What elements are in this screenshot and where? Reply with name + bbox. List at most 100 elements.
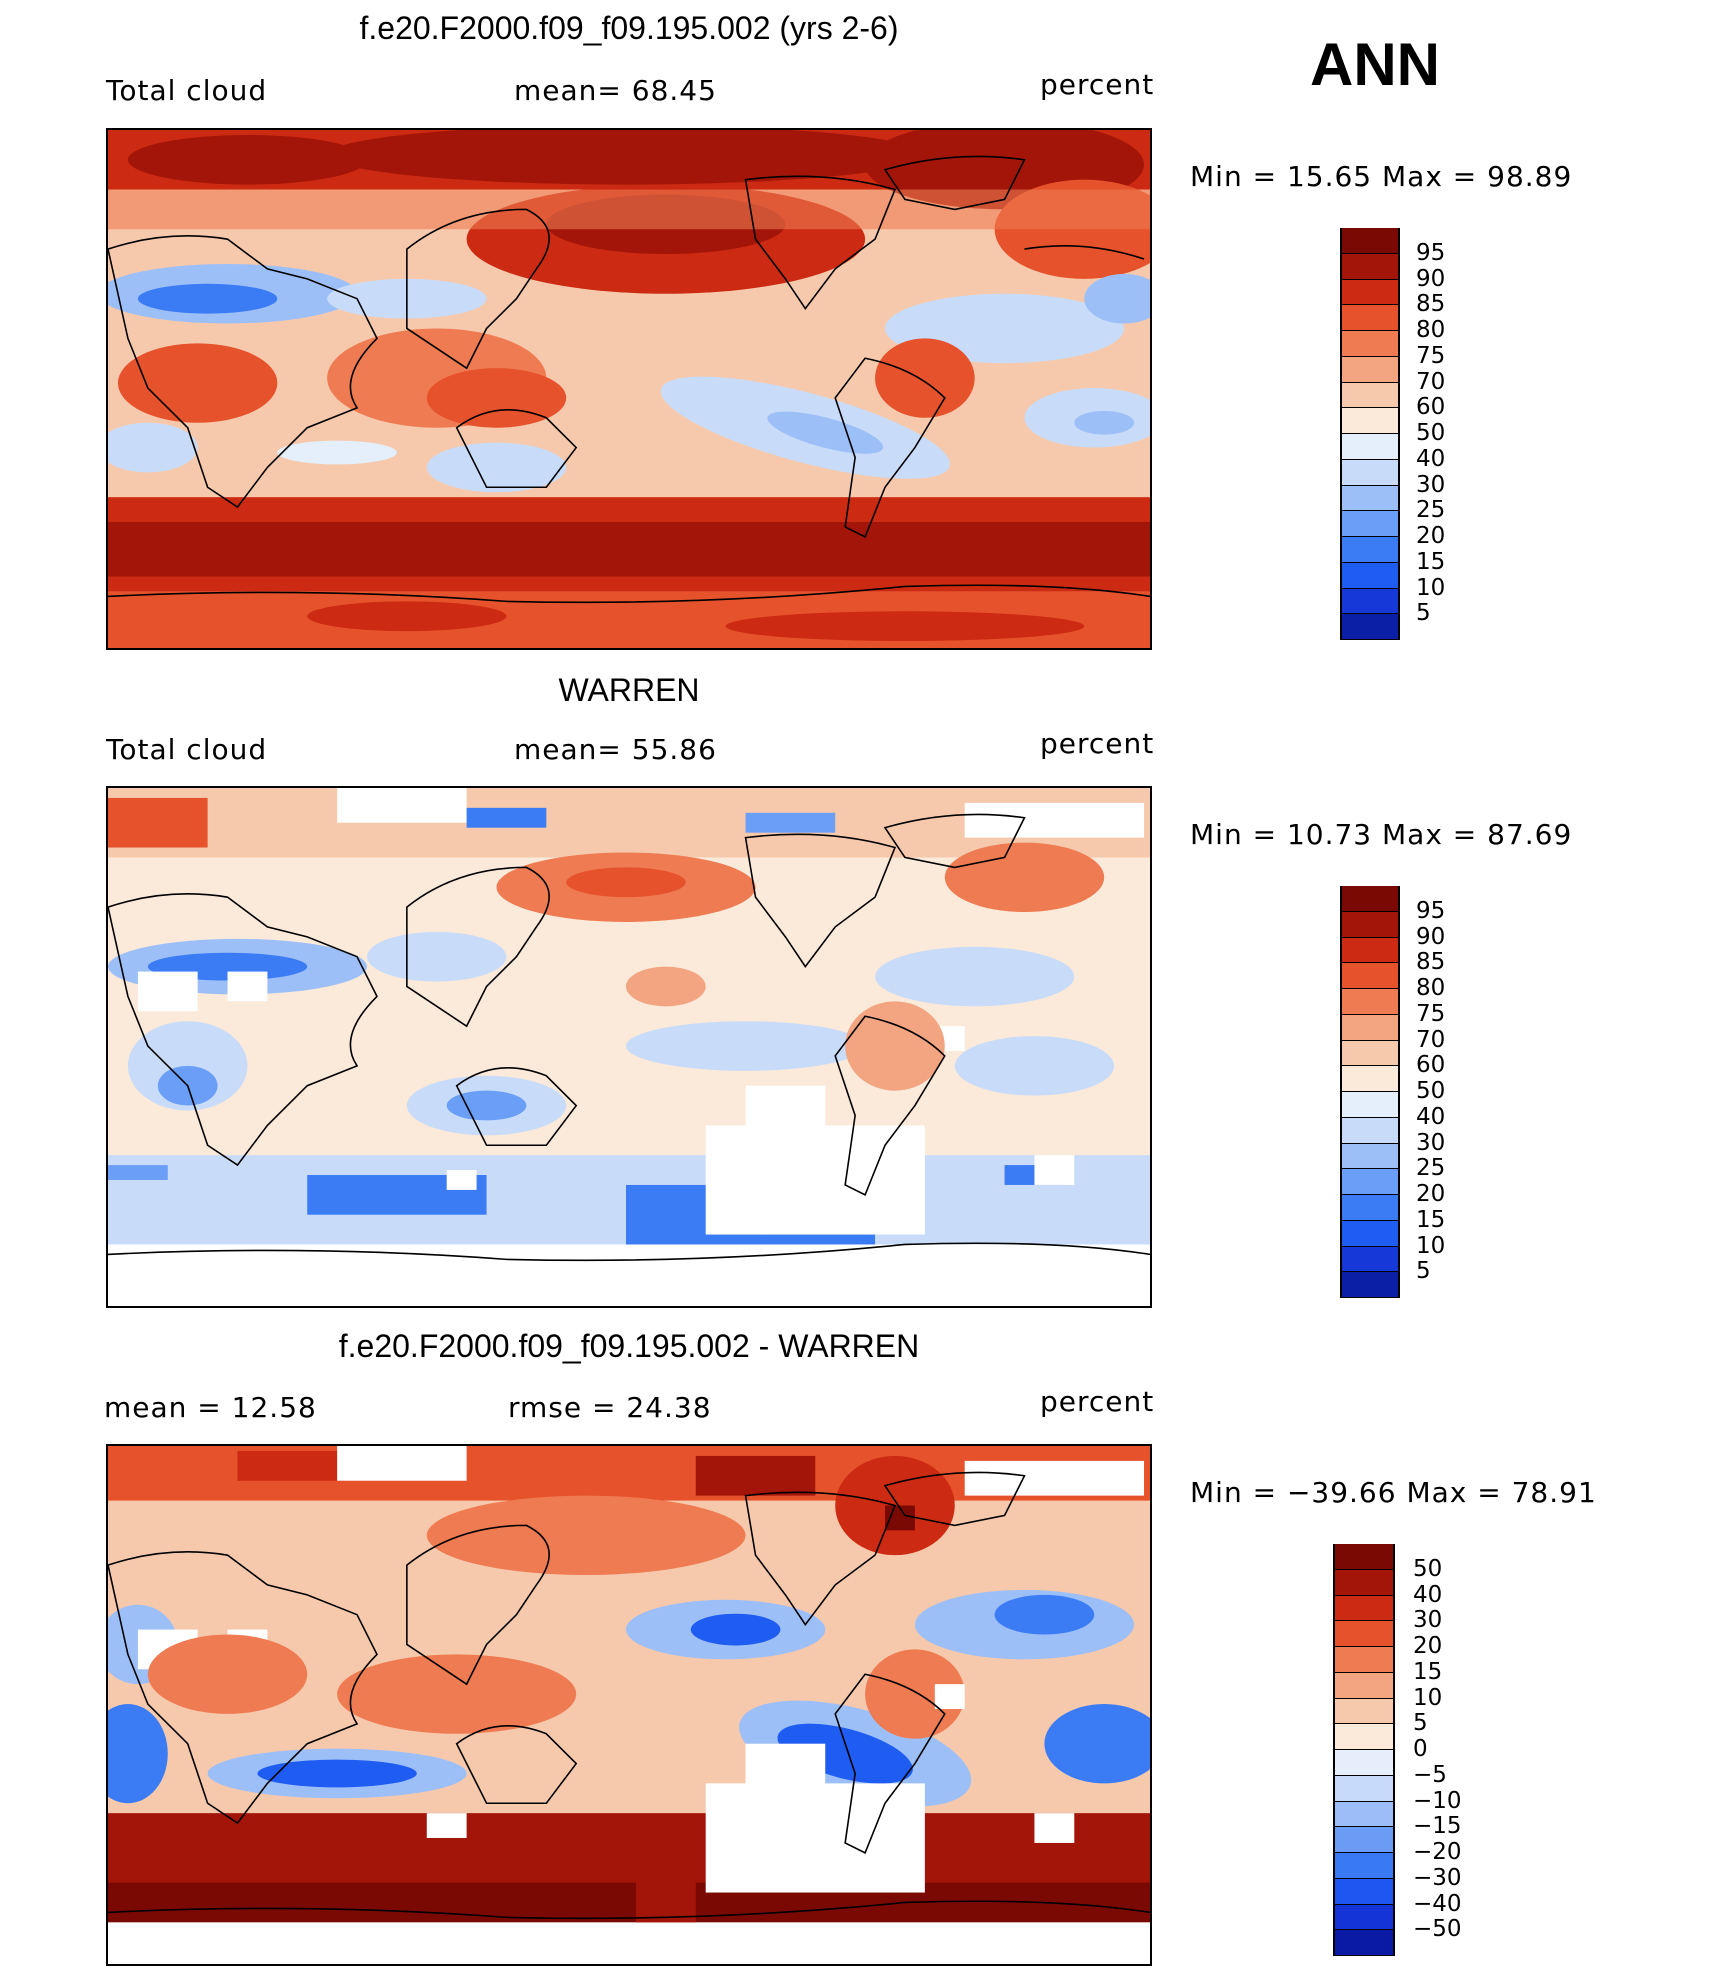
colorbar-box: [1342, 305, 1398, 331]
colorbar-box: [1335, 1878, 1393, 1905]
colorbar-level-label: 5: [1416, 1258, 1431, 1285]
colorbar-box: [1342, 356, 1398, 383]
panel1-units-label: percent: [1040, 68, 1155, 101]
panel3-mean-label: mean = 12.58: [104, 1391, 317, 1424]
colorbar-box: [1335, 1827, 1393, 1853]
colorbar-box: [1342, 331, 1398, 357]
panel1-map: [106, 128, 1152, 650]
colorbar-level-label: 75: [1416, 342, 1446, 369]
colorbar-box: [1342, 1092, 1398, 1118]
colorbar-box: [1335, 1595, 1393, 1622]
panel2-minmax: Min = 10.73 Max = 87.69: [1190, 818, 1573, 851]
colorbar-level-label: 70: [1416, 368, 1446, 395]
colorbar-box: [1342, 253, 1398, 280]
panel2-title: WARREN: [558, 672, 700, 708]
colorbar-box: [1342, 459, 1398, 486]
colorbar-box: [1342, 989, 1398, 1015]
colorbar-level-label: 15: [1413, 1658, 1443, 1685]
colorbar-box: [1342, 963, 1398, 989]
colorbar-box: [1342, 1117, 1398, 1144]
colorbar-level-label: 80: [1416, 317, 1446, 343]
panel3-units-label: percent: [1040, 1385, 1155, 1418]
colorbar-box: [1335, 1775, 1393, 1802]
panel2-mean-label: mean= 55.86: [514, 733, 717, 766]
colorbar-box: [1342, 1014, 1398, 1041]
colorbar-box: [1335, 1904, 1393, 1931]
colorbar-box: [1335, 1724, 1393, 1750]
colorbar-level-label: 90: [1416, 265, 1446, 292]
colorbar-level-label: −5: [1413, 1761, 1447, 1788]
colorbar-level-label: 20: [1413, 1633, 1443, 1659]
colorbar-level-label: 25: [1416, 1155, 1446, 1182]
colorbar-level-label: 95: [1416, 239, 1446, 266]
season-label: ANN: [1310, 31, 1440, 98]
colorbar-box: [1335, 1647, 1393, 1673]
panel3-rmse-label: rmse = 24.38: [508, 1391, 712, 1424]
colorbar-level-label: 20: [1416, 523, 1446, 549]
colorbar-level-label: 10: [1413, 1684, 1443, 1711]
colorbar-level-label: 15: [1416, 1206, 1446, 1233]
colorbar-level-label: 50: [1416, 1078, 1446, 1104]
panel3-minmax: Min = −39.66 Max = 78.91: [1190, 1476, 1597, 1509]
colorbar-box: [1342, 588, 1398, 615]
colorbar-box: [1342, 1066, 1398, 1092]
colorbar-box: [1335, 1544, 1393, 1570]
colorbar-level-label: 30: [1413, 1607, 1443, 1634]
colorbar-level-label: 40: [1416, 1103, 1446, 1130]
panel1-mean-label: mean= 68.45: [514, 74, 717, 107]
colorbar-box: [1342, 911, 1398, 938]
colorbar-level-label: 70: [1416, 1026, 1446, 1053]
colorbar-level-label: 95: [1416, 897, 1446, 924]
colorbar-box: [1335, 1750, 1393, 1776]
colorbar-level-label: 60: [1416, 1052, 1446, 1079]
colorbar-level-label: −30: [1413, 1864, 1462, 1891]
colorbar-box: [1342, 1169, 1398, 1195]
colorbar-box: [1342, 1195, 1398, 1221]
colorbar-box: [1335, 1569, 1393, 1596]
colorbar-level-label: 20: [1416, 1181, 1446, 1207]
colorbar-box: [1342, 1272, 1398, 1298]
colorbar-level-label: 50: [1416, 420, 1446, 446]
colorbar-box: [1335, 1672, 1393, 1699]
colorbar-level-label: 40: [1413, 1581, 1443, 1608]
colorbar-level-label: 80: [1416, 975, 1446, 1001]
colorbar-level-label: 25: [1416, 497, 1446, 524]
colorbar-box: [1335, 1930, 1393, 1956]
panel3-title: f.e20.F2000.f09_f09.195.002 - WARREN: [338, 1328, 920, 1364]
panel3-map: [106, 1444, 1152, 1966]
panel2-units-label: percent: [1040, 727, 1155, 760]
colorbar-level-label: 5: [1416, 600, 1431, 627]
colorbar-level-label: 40: [1416, 445, 1446, 472]
panel2-variable-label: Total cloud: [106, 733, 268, 766]
colorbar-level-label: 75: [1416, 1000, 1446, 1027]
panel1-minmax: Min = 15.65 Max = 98.89: [1190, 160, 1573, 193]
colorbar-level-label: 10: [1416, 574, 1446, 601]
colorbar-level-label: −15: [1413, 1813, 1462, 1840]
panel2-map: [106, 786, 1152, 1308]
colorbar-box: [1342, 228, 1398, 254]
colorbar-level-label: 50: [1413, 1555, 1443, 1582]
colorbar-box: [1335, 1801, 1393, 1828]
panel1-variable-label: Total cloud: [106, 74, 268, 107]
colorbar-level-label: −40: [1413, 1890, 1462, 1917]
colorbar-level-label: 10: [1416, 1232, 1446, 1259]
colorbar-box: [1342, 382, 1398, 409]
colorbar-box: [1342, 1220, 1398, 1247]
colorbar-box: [1342, 485, 1398, 512]
colorbar-box: [1342, 1143, 1398, 1170]
colorbar-box: [1342, 408, 1398, 434]
colorbar-level-label: 0: [1413, 1736, 1428, 1762]
colorbar-level-label: 5: [1413, 1710, 1428, 1737]
colorbar-level-label: −50: [1413, 1916, 1462, 1943]
colorbar-box: [1342, 537, 1398, 563]
colorbar-box: [1342, 1040, 1398, 1067]
colorbar-box: [1342, 434, 1398, 460]
colorbar-level-label: −20: [1413, 1839, 1462, 1865]
panel1-title: f.e20.F2000.f09_f09.195.002 (yrs 2-6): [359, 10, 899, 46]
colorbar-box: [1335, 1621, 1393, 1647]
colorbar-box: [1342, 937, 1398, 964]
colorbar-box: [1342, 886, 1398, 912]
colorbar-box: [1335, 1698, 1393, 1725]
colorbar-level-label: 90: [1416, 923, 1446, 950]
colorbar-level-label: 85: [1416, 949, 1446, 976]
